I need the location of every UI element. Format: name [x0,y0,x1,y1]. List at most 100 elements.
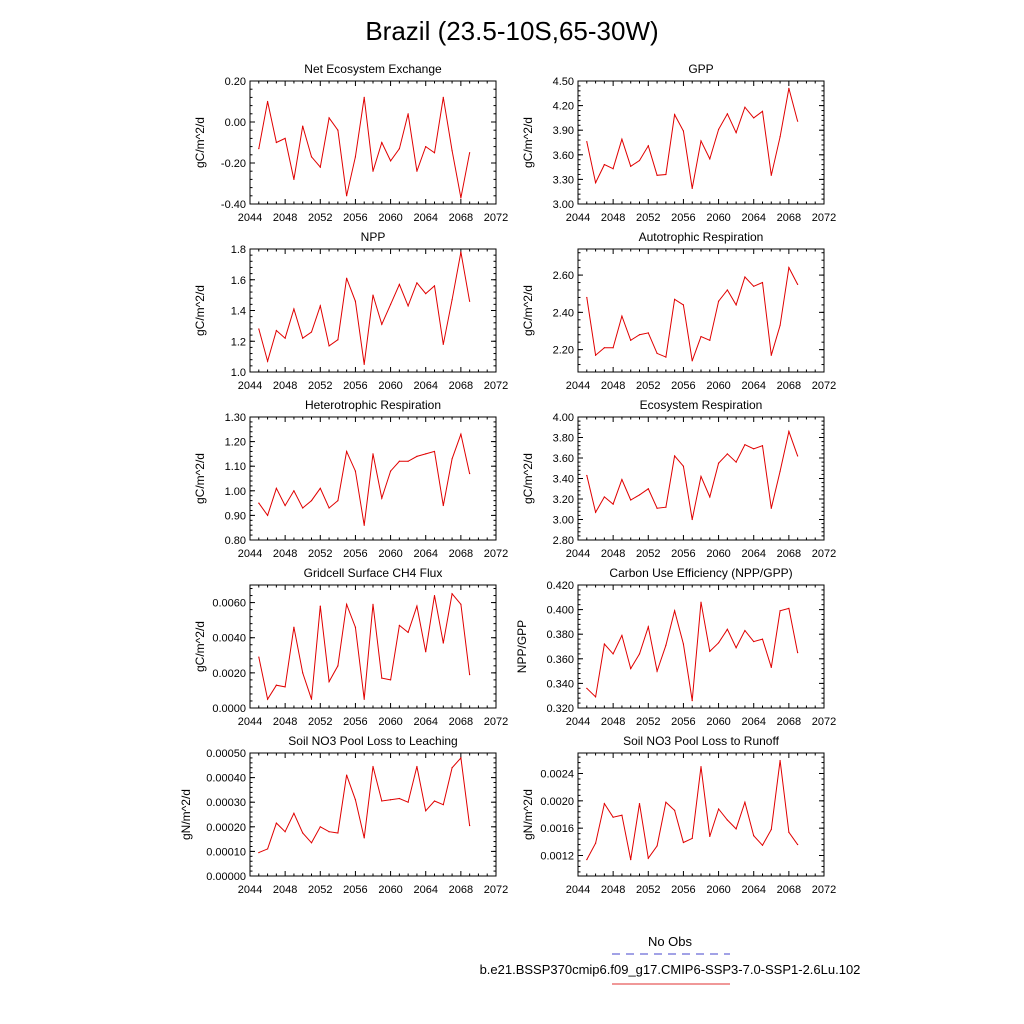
data-point [797,455,799,457]
data-point [638,159,641,162]
data-point [258,852,260,854]
data-point [266,360,269,362]
data-point [266,698,269,700]
y-tick-label: 0.00040 [206,773,246,785]
data-point [337,500,339,502]
y-axis-label: gC/m^2/d [521,285,535,336]
panel-title: Autotrophic Respiration [639,230,764,244]
y-tick-label: -0.20 [221,158,246,170]
y-tick-label: 0.00030 [206,797,246,809]
x-tick-label: 2056 [671,212,695,224]
x-tick-label: 2072 [484,716,508,728]
data-point [779,610,781,612]
x-tick-label: 2056 [671,884,695,896]
data-point [630,165,632,167]
data-point [328,507,330,509]
y-tick-label: 3.20 [553,494,574,506]
data-point [275,822,277,824]
data-point [630,668,632,670]
x-tick-label: 2052 [308,716,332,728]
y-tick-label: 2.20 [553,345,574,357]
plot-frame [249,584,497,709]
data-point [612,653,614,655]
plot-frame [249,416,497,541]
data-point [691,518,693,521]
data-point [416,170,418,172]
data-point [656,174,658,176]
y-tick-label: 0.00050 [206,748,246,760]
data-point [665,801,667,803]
x-tick-label: 2048 [601,212,625,224]
data-point [621,634,623,637]
x-tick-label: 2068 [449,884,473,896]
x-tick-label: 2060 [378,884,402,896]
x-tick-label: 2072 [812,548,836,560]
x-tick-label: 2044 [566,884,590,896]
y-tick-label: 1.4 [231,306,246,318]
data-point [682,130,685,132]
x-tick-label: 2064 [413,716,437,728]
y-tick-label: 1.2 [231,336,246,348]
panel-npp: 2044 2048 2052 2056 2060 2064 2068 2072 1.0 1.2 1.… [193,230,508,392]
data-point [398,460,400,462]
data-point [284,337,286,339]
data-point [691,360,693,362]
data-point [647,488,649,490]
y-tick-label: 4.20 [553,101,574,113]
y-tick-label: 0.400 [546,605,574,617]
data-point [665,644,667,646]
data-point [788,831,790,833]
x-tick-label: 2068 [777,212,801,224]
data-point [275,487,277,489]
data-point [647,857,649,859]
y-tick-label: 0.420 [546,580,574,592]
series-line [258,592,471,701]
x-tick-label: 2052 [636,548,660,560]
series-line [586,602,799,701]
data-point [621,138,623,140]
y-axis-label: gN/m^2/d [521,789,535,840]
y-tick-label: 0.0060 [212,598,246,610]
data-point [425,146,427,148]
x-tick-label: 2048 [273,884,297,896]
data-point [425,651,427,653]
panel-title: Heterotrophic Respiration [305,398,441,412]
data-point [460,603,462,605]
y-tick-label: 3.00 [553,515,574,527]
data-point [586,474,588,477]
data-point [682,304,685,306]
data-point [381,323,383,325]
data-point [381,141,383,144]
panel-title: Gridcell Surface CH4 Flux [304,566,443,580]
data-point [638,802,641,805]
data-point [319,826,321,828]
data-point [603,643,605,645]
y-tick-label: 2.40 [553,307,574,319]
data-point [612,816,614,818]
data-point [700,475,702,478]
data-point [665,356,667,358]
data-point [381,497,383,499]
data-point [753,640,755,643]
data-point [735,304,737,306]
data-point [630,859,632,861]
x-tick-label: 2064 [413,212,437,224]
legend: No Obs b.e21.BSSP370cmip6.f09_g17.CMIP6-… [480,934,860,985]
data-point [797,652,799,654]
data-point [726,819,728,821]
data-point [442,343,444,345]
data-point [328,117,330,119]
data-point [416,455,418,457]
data-point [451,150,453,152]
data-point [700,140,702,142]
plot-frame [249,80,497,205]
data-point [354,626,357,628]
data-point [656,352,658,354]
y-tick-label: 3.60 [553,150,574,162]
data-point [647,332,649,334]
data-point [647,145,649,147]
data-point [372,170,374,172]
y-tick-label: 0.0016 [540,823,574,835]
data-point [656,507,658,509]
data-point [612,347,614,349]
